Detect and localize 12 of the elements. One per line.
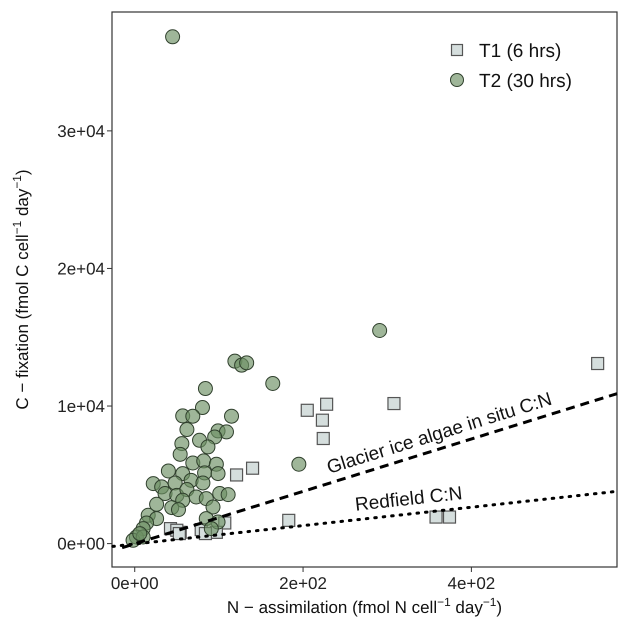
x-axis-title: N − assimilation (fmol N cell$^{−1}$ day$^{−1}$) — [226, 595, 502, 617]
x-tick-label: 0e+00 — [110, 574, 159, 593]
legend-label: T1 (6 hrs) — [479, 41, 562, 62]
annotation: Glacier ice algae in situ C:N — [324, 388, 555, 479]
y-tick-label: 1e+04 — [57, 397, 105, 416]
legend-label: T2 (30 hrs) — [479, 71, 572, 92]
y-tick-label: 3e+04 — [57, 122, 105, 141]
x-tick-label: 4e+02 — [448, 574, 496, 593]
y-tick-label: 0e+00 — [57, 534, 105, 554]
x-tick-label: 2e+02 — [279, 574, 327, 593]
y-tick-label: 2e+04 — [57, 259, 105, 278]
annotation: Redfield C:N — [354, 483, 464, 516]
